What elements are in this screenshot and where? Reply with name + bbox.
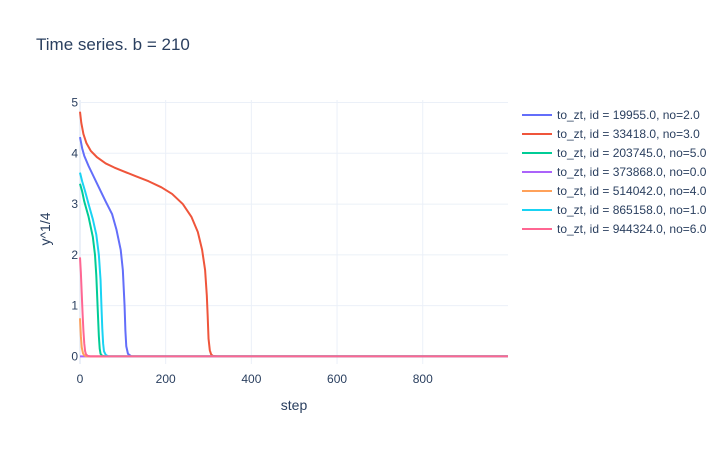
x-tick-label: 600 — [327, 372, 347, 386]
series-line — [79, 257, 508, 358]
legend-label: to_zt, id = 373868.0, no=0.0 — [557, 165, 707, 179]
legend-label: to_zt, id = 19955.0, no=2.0 — [557, 108, 700, 122]
legend-item[interactable]: to_zt, id = 373868.0, no=0.0 — [522, 165, 707, 179]
legend-item[interactable]: to_zt, id = 514042.0, no=4.0 — [522, 184, 707, 198]
series-line — [79, 172, 508, 358]
x-tick-label: 0 — [77, 372, 84, 386]
legend-label: to_zt, id = 514042.0, no=4.0 — [557, 184, 707, 198]
x-tick-label: 200 — [156, 372, 176, 386]
y-tick-label: 0 — [71, 349, 78, 363]
y-tick-label: 5 — [71, 96, 78, 110]
legend[interactable]: to_zt, id = 19955.0, no=2.0 to_zt, id = 3… — [522, 108, 707, 236]
legend-label: to_zt, id = 944324.0, no=6.0 — [557, 222, 707, 236]
legend-item[interactable]: to_zt, id = 33418.0, no=3.0 — [522, 127, 700, 141]
legend-label: to_zt, id = 865158.0, no=1.0 — [557, 203, 707, 217]
series-lines — [79, 111, 508, 358]
x-axis-title: step — [281, 397, 308, 413]
y-tick-label: 3 — [71, 197, 78, 211]
legend-label: to_zt, id = 33418.0, no=3.0 — [557, 127, 700, 141]
grid — [79, 100, 508, 364]
x-tick-label: 400 — [241, 372, 261, 386]
x-tick-label: 800 — [413, 372, 433, 386]
y-tick-label: 2 — [71, 248, 78, 262]
legend-item[interactable]: to_zt, id = 19955.0, no=2.0 — [522, 108, 700, 122]
legend-item[interactable]: to_zt, id = 865158.0, no=1.0 — [522, 203, 707, 217]
series-line — [79, 111, 508, 358]
series-line — [79, 136, 508, 358]
chart-title: Time series. b = 210 — [36, 35, 190, 54]
y-axis-ticks: 0 1 2 3 4 5 — [71, 96, 78, 364]
series-line — [79, 183, 508, 358]
legend-item[interactable]: to_zt, id = 944324.0, no=6.0 — [522, 222, 707, 236]
legend-label: to_zt, id = 203745.0, no=5.0 — [557, 146, 707, 160]
legend-item[interactable]: to_zt, id = 203745.0, no=5.0 — [522, 146, 707, 160]
series-line — [79, 318, 508, 358]
y-axis-title: y^1/4 — [37, 212, 53, 245]
x-axis-ticks: 0 200 400 600 800 — [77, 372, 433, 386]
y-tick-label: 4 — [71, 146, 78, 160]
y-tick-label: 1 — [71, 299, 78, 313]
